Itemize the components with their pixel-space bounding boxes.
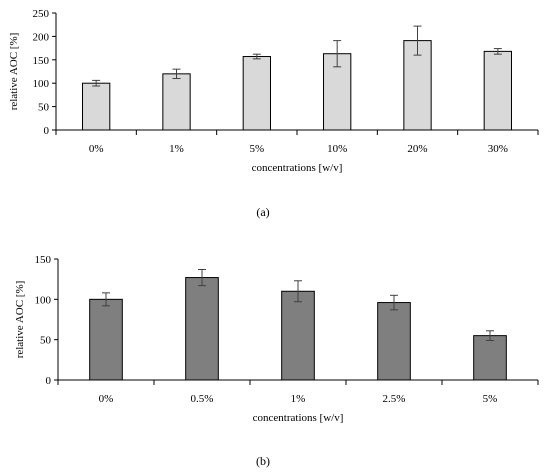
- x-tick-label: 30%: [488, 143, 508, 155]
- x-axis-title: concentrations [w/v]: [253, 412, 344, 424]
- x-tick-label: 0.5%: [191, 393, 214, 405]
- x-tick-label: 0%: [89, 143, 104, 155]
- bar-0.5%: [185, 277, 219, 381]
- bar-30%: [483, 50, 512, 131]
- x-tick-label: 20%: [407, 143, 427, 155]
- bar-0%: [82, 82, 111, 131]
- x-tick-label: 10%: [327, 143, 347, 155]
- x-tick-label: 2.5%: [383, 393, 406, 405]
- x-tick-label: 1%: [169, 143, 184, 155]
- y-axis-title: relative AOC [%]: [14, 281, 26, 359]
- y-tick-label: 100: [33, 78, 50, 90]
- x-tick-label: 5%: [483, 393, 498, 405]
- y-tick-label: 200: [33, 31, 50, 43]
- y-tick-label: 150: [35, 254, 52, 266]
- x-axis-title: concentrations [w/v]: [252, 162, 343, 174]
- bar-1%: [162, 73, 191, 131]
- x-tick-label: 5%: [249, 143, 264, 155]
- chart-b: 0 50 100 150 0% 0.5% 1% 2.5% 5% relative AOC [%] c…: [14, 254, 539, 468]
- y-tick-label: 50: [38, 102, 50, 114]
- y-tick-label: 150: [33, 55, 50, 67]
- x-tick-label: 0%: [99, 393, 114, 405]
- bar-5%: [473, 335, 507, 381]
- y-tick-label: 0: [44, 125, 50, 137]
- y-tick-label: 100: [35, 294, 52, 306]
- figure-caption: (b): [256, 454, 270, 468]
- y-tick-label: 50: [40, 335, 52, 347]
- bar-1%: [281, 290, 315, 381]
- y-tick-label: 250: [33, 8, 50, 20]
- chart-a: 0 50 100 150 200 250 0% 1% 5% 10% 20% 30% relative A…: [8, 8, 539, 219]
- bar-5%: [242, 56, 271, 131]
- bar-0%: [89, 298, 123, 381]
- y-axis-title: relative AOC [%]: [8, 33, 20, 111]
- y-tick-label: 0: [46, 375, 52, 387]
- bar-2.5%: [377, 302, 411, 381]
- figure-caption: (a): [256, 205, 269, 219]
- x-tick-label: 1%: [291, 393, 306, 405]
